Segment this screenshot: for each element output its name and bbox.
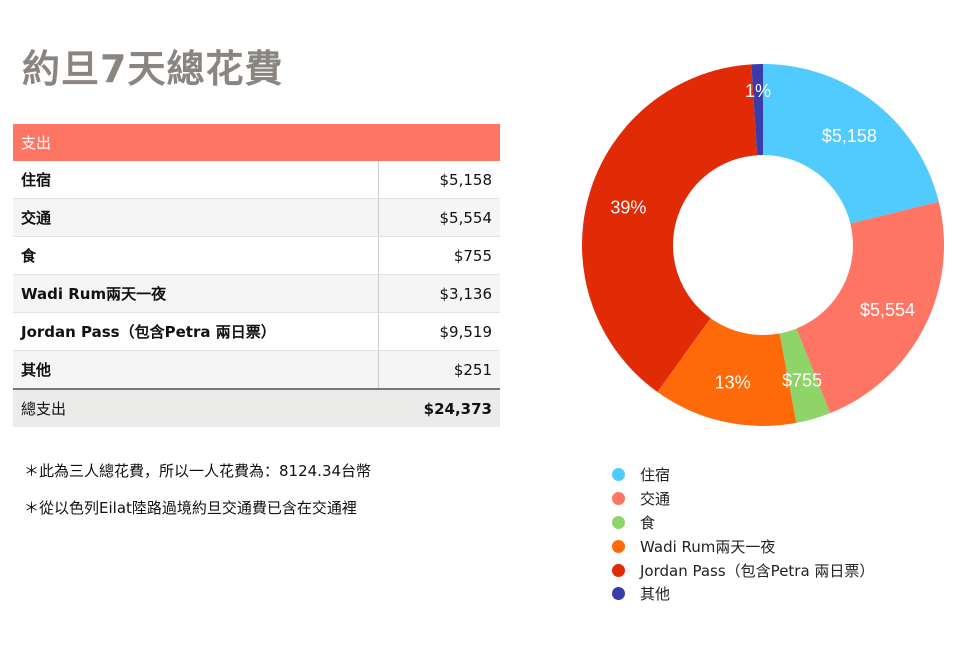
table-row: 食 $755 [13,236,500,275]
slice-label: $5,554 [860,300,915,320]
pie-slice [796,201,944,414]
total-value: $24,373 [378,388,500,427]
legend-swatch [612,563,625,577]
table-row: 住宿 $5,158 [13,161,500,199]
pie-slice [657,318,797,426]
note-transport: ＊從以色列Eilat陸路過境約旦交通費已含在交通裡 [24,499,357,517]
slice-label: 13% [715,373,751,393]
pie-slice [763,64,939,224]
row-value: $5,158 [378,161,500,199]
slice-label: 39% [610,197,646,217]
expense-table: 支出 住宿 $5,158 交通 $5,554 食 $755 Wadi Rum兩天… [13,124,500,427]
pie-slice [751,64,763,156]
legend-swatch [612,587,625,601]
slice-label: $755 [782,370,822,390]
note-per-person: ＊此為三人總花費，所以一人花費為：8124.34台幣 [24,462,372,480]
pie-slice [779,328,831,423]
pie-slice [582,64,758,393]
row-value: $3,136 [378,274,500,313]
slice-label: $5,158 [822,126,877,146]
row-label: 住宿 [13,161,379,199]
legend-item: 其他 [612,582,874,606]
legend-label: 交通 [640,490,671,509]
total-row: 總支出 $24,373 [13,388,500,427]
row-label: 其他 [13,350,379,390]
legend-swatch [612,515,625,529]
table-row: Wadi Rum兩天一夜 $3,136 [13,274,500,313]
donut-chart: $5,158 $5,554 $755 13% 39% 1% [582,64,944,426]
legend-label: Jordan Pass（包含Petra 兩日票） [640,561,875,580]
legend-label: 食 [640,513,656,532]
row-label: 食 [13,236,379,275]
row-label: Wadi Rum兩天一夜 [13,274,379,313]
legend-label: 住宿 [640,466,671,485]
legend-label: 其他 [640,585,671,604]
table-header-row: 支出 [13,124,500,161]
table-header: 支出 [13,124,500,161]
legend-swatch [612,539,625,553]
row-label: Jordan Pass（包含Petra 兩日票） [13,312,379,351]
table-row: 交通 $5,554 [13,198,500,237]
table-row: Jordan Pass（包含Petra 兩日票） $9,519 [13,312,500,351]
legend-item: 食 [612,511,874,535]
legend-item: Jordan Pass（包含Petra 兩日票） [612,558,874,582]
table-row: 其他 $251 [13,350,500,390]
row-label: 交通 [13,198,379,237]
slice-label: 1% [745,81,771,101]
chart-legend: 住宿交通食 Wadi Rum兩天一夜 Jordan Pass（包含Petra 兩日票… [612,463,874,606]
row-value: $5,554 [378,198,500,237]
legend-label: Wadi Rum兩天一夜 [640,537,776,556]
legend-item: 交通 [612,487,874,511]
row-value: $251 [378,350,500,390]
legend-item: Wadi Rum兩天一夜 [612,534,874,558]
row-value: $755 [378,236,500,275]
page-title: 約旦7天總花費 [22,47,284,91]
legend-swatch [612,492,625,506]
legend-item: 住宿 [612,463,874,487]
total-label: 總支出 [13,388,379,427]
legend-swatch [612,468,625,482]
row-value: $9,519 [378,312,500,351]
